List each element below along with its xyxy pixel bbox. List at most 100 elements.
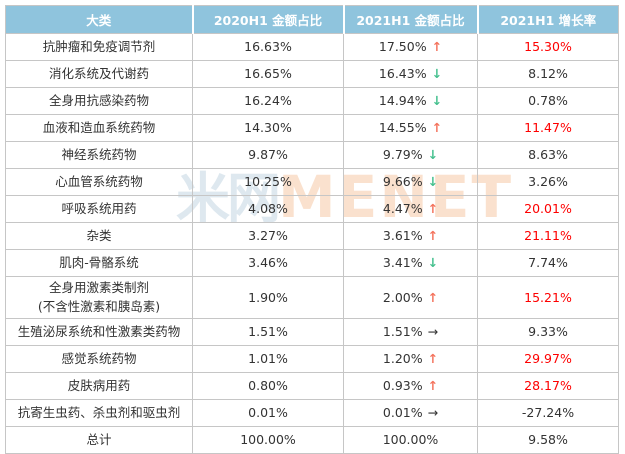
share-2020h1-cell: 16.24% bbox=[192, 87, 344, 115]
table-row: 血液和造血系统药物 14.30% 14.55% ↑ 11.47% bbox=[5, 114, 619, 142]
share-2021h1-cell: 0.93% ↑ bbox=[343, 371, 478, 400]
category-label: 全身用激素类制剂 bbox=[48, 280, 149, 295]
trend-up-icon: ↑ bbox=[427, 378, 439, 394]
table-row: 神经系统药物 9.87% 9.79% ↓ 8.63% bbox=[5, 141, 619, 169]
share-2021h1-cell: 2.00% ↑ bbox=[343, 276, 478, 319]
table-header: 大类 2020H1 金额占比 2021H1 金额占比 2021H1 增长率 bbox=[5, 5, 619, 34]
share-2020h1-cell: 9.87% bbox=[192, 141, 344, 169]
category-label: 感觉系统药物 bbox=[61, 351, 137, 367]
share-2020h1-cell: 1.51% bbox=[192, 317, 344, 346]
category-label: 神经系统药物 bbox=[61, 147, 137, 163]
share-2021h1-value: 2.00% bbox=[382, 289, 423, 305]
table-row: 感觉系统药物 1.01% 1.20% ↑ 29.97% bbox=[5, 344, 619, 373]
table-row: 心血管系统药物 10.25% 9.66% ↓ 3.26% bbox=[5, 168, 619, 196]
growth-2021h1-cell: 7.74% bbox=[477, 249, 619, 277]
category-label-line2: (不含性激素和胰岛素) bbox=[37, 299, 161, 315]
share-2021h1-value: 0.93% bbox=[382, 378, 423, 394]
header-2020h1-share: 2020H1 金额占比 bbox=[191, 5, 345, 34]
category-cell: 全身用激素类制剂 (不含性激素和胰岛素) bbox=[5, 276, 193, 319]
share-2020h1-cell: 16.63% bbox=[192, 33, 344, 61]
table-row: 杂类 3.27% 3.61% ↑ 21.11% bbox=[5, 222, 619, 250]
header-category: 大类 bbox=[5, 5, 194, 34]
category-label: 心血管系统药物 bbox=[55, 174, 143, 190]
share-2021h1-value: 1.51% bbox=[382, 324, 423, 340]
category-cell: 感觉系统药物 bbox=[5, 344, 193, 373]
growth-2021h1-cell: 15.21% bbox=[477, 276, 619, 319]
share-2021h1-value: 9.66% bbox=[382, 174, 423, 190]
category-label: 总计 bbox=[86, 432, 112, 448]
share-2021h1-cell: 9.79% ↓ bbox=[343, 141, 478, 169]
share-2020h1-cell: 10.25% bbox=[192, 168, 344, 196]
share-2020h1-cell: 1.01% bbox=[192, 344, 344, 373]
header-row: 大类 2020H1 金额占比 2021H1 金额占比 2021H1 增长率 bbox=[5, 5, 619, 34]
category-cell: 呼吸系统用药 bbox=[5, 195, 193, 223]
category-cell: 血液和造血系统药物 bbox=[5, 114, 193, 142]
share-2021h1-cell: 14.55% ↑ bbox=[343, 114, 478, 142]
category-cell: 皮肤病用药 bbox=[5, 371, 193, 400]
category-label: 消化系统及代谢药 bbox=[48, 66, 149, 82]
category-cell: 抗寄生虫药、杀虫剂和驱虫剂 bbox=[5, 398, 193, 427]
table-row: 抗寄生虫药、杀虫剂和驱虫剂 0.01% 0.01% → -27.24% bbox=[5, 398, 619, 427]
category-label: 杂类 bbox=[86, 228, 112, 244]
category-label: 呼吸系统用药 bbox=[61, 201, 137, 217]
growth-2021h1-cell: -27.24% bbox=[477, 398, 619, 427]
trend-up-icon: ↑ bbox=[431, 120, 443, 136]
category-cell: 消化系统及代谢药 bbox=[5, 60, 193, 88]
share-2021h1-value: 3.41% bbox=[382, 255, 423, 271]
growth-2021h1-cell: 8.12% bbox=[477, 60, 619, 88]
share-2021h1-cell: 0.01% → bbox=[343, 398, 478, 427]
category-cell: 生殖泌尿系统和性激素类药物 bbox=[5, 317, 193, 346]
share-2021h1-cell: 1.51% → bbox=[343, 317, 478, 346]
drug-category-table: 大类 2020H1 金额占比 2021H1 金额占比 2021H1 增长率 抗肿… bbox=[5, 5, 619, 454]
category-label: 血液和造血系统药物 bbox=[42, 120, 156, 136]
share-2020h1-cell: 3.46% bbox=[192, 249, 344, 277]
table-body: 抗肿瘤和免疫调节剂 16.63% 17.50% ↑ 15.30% 消化系统及代谢药 16.6… bbox=[5, 33, 619, 454]
category-cell: 抗肿瘤和免疫调节剂 bbox=[5, 33, 193, 61]
trend-down-icon: ↓ bbox=[431, 66, 443, 82]
category-cell: 心血管系统药物 bbox=[5, 168, 193, 196]
share-2020h1-cell: 1.90% bbox=[192, 276, 344, 319]
share-2021h1-value: 17.50% bbox=[378, 39, 427, 55]
category-cell: 全身用抗感染药物 bbox=[5, 87, 193, 115]
trend-down-icon: ↓ bbox=[427, 147, 439, 163]
share-2021h1-cell: 4.47% ↑ bbox=[343, 195, 478, 223]
share-2021h1-value: 0.01% bbox=[382, 405, 423, 421]
table-row: 皮肤病用药 0.80% 0.93% ↑ 28.17% bbox=[5, 371, 619, 400]
share-2020h1-cell: 14.30% bbox=[192, 114, 344, 142]
share-2021h1-value: 1.20% bbox=[382, 351, 423, 367]
trend-down-icon: ↓ bbox=[427, 255, 439, 271]
table-row: 消化系统及代谢药 16.65% 16.43% ↓ 8.12% bbox=[5, 60, 619, 88]
growth-2021h1-cell: 9.33% bbox=[477, 317, 619, 346]
share-2021h1-cell: 1.20% ↑ bbox=[343, 344, 478, 373]
share-2021h1-cell: 16.43% ↓ bbox=[343, 60, 478, 88]
trend-down-icon: ↓ bbox=[431, 93, 443, 109]
share-2021h1-cell: 3.61% ↑ bbox=[343, 222, 478, 250]
growth-2021h1-cell: 9.58% bbox=[477, 425, 619, 454]
category-label: 抗肿瘤和免疫调节剂 bbox=[42, 39, 156, 55]
table-row: 全身用激素类制剂 (不含性激素和胰岛素) 1.90% 2.00% ↑ 15.21% bbox=[5, 276, 619, 319]
trend-down-icon: ↓ bbox=[427, 174, 439, 190]
share-2020h1-cell: 100.00% bbox=[192, 425, 344, 454]
category-cell: 杂类 bbox=[5, 222, 193, 250]
growth-2021h1-cell: 20.01% bbox=[477, 195, 619, 223]
trend-flat-icon: → bbox=[427, 324, 439, 340]
table-row: 总计 100.00% 100.00% 9.58% bbox=[5, 425, 619, 454]
share-2021h1-value: 14.55% bbox=[378, 120, 427, 136]
category-label: 全身用抗感染药物 bbox=[48, 93, 149, 109]
growth-2021h1-cell: 28.17% bbox=[477, 371, 619, 400]
share-2021h1-cell: 9.66% ↓ bbox=[343, 168, 478, 196]
share-2020h1-cell: 4.08% bbox=[192, 195, 344, 223]
drug-category-share-page: 米网MENET 大类 2020H1 金额占比 2021H1 金额占比 2021H… bbox=[5, 5, 619, 454]
share-2021h1-value: 16.43% bbox=[378, 66, 427, 82]
trend-up-icon: ↑ bbox=[427, 228, 439, 244]
category-label: 生殖泌尿系统和性激素类药物 bbox=[17, 324, 181, 340]
table-row: 全身用抗感染药物 16.24% 14.94% ↓ 0.78% bbox=[5, 87, 619, 115]
trend-up-icon: ↑ bbox=[431, 39, 443, 55]
table-row: 肌肉-骨骼系统 3.46% 3.41% ↓ 7.74% bbox=[5, 249, 619, 277]
category-cell: 神经系统药物 bbox=[5, 141, 193, 169]
trend-up-icon: ↑ bbox=[427, 289, 439, 305]
header-2021h1-share: 2021H1 金额占比 bbox=[342, 5, 479, 34]
share-2021h1-value: 4.47% bbox=[382, 201, 423, 217]
category-label: 肌肉-骨骼系统 bbox=[59, 255, 139, 271]
share-2020h1-cell: 16.65% bbox=[192, 60, 344, 88]
